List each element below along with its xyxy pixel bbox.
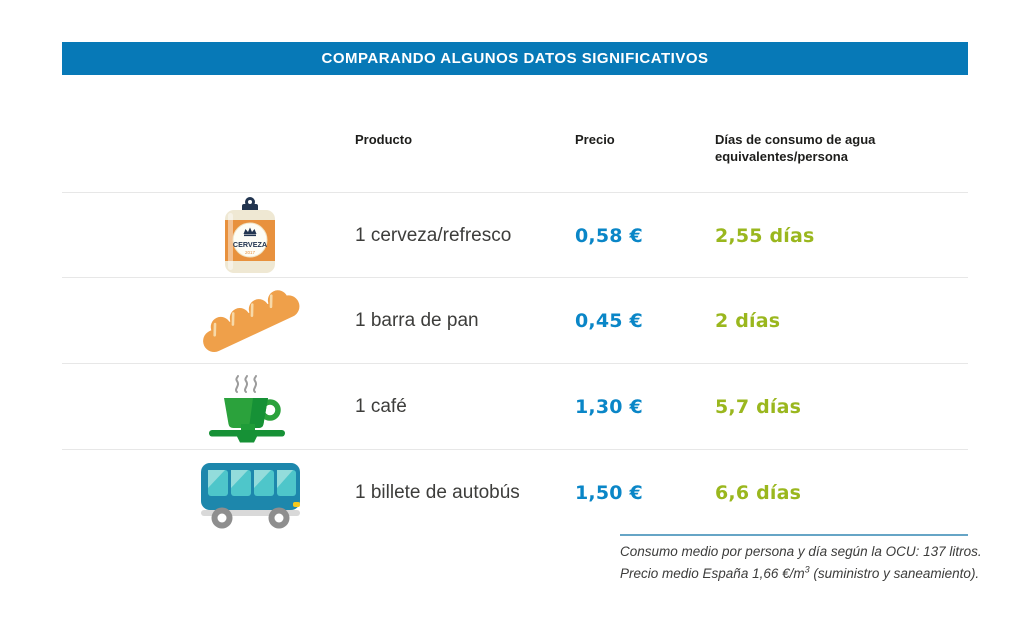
coffee-cup-icon xyxy=(209,375,285,443)
icon-cell xyxy=(188,364,312,450)
column-header-producto: Producto xyxy=(355,132,413,147)
footnote-line-1: Consumo medio por persona y día según la… xyxy=(620,544,982,559)
table-row: 1 billete de autobús 1,50 € 6,6 días xyxy=(62,449,968,535)
column-header-precio: Precio xyxy=(575,132,615,147)
svg-text:2017: 2017 xyxy=(245,250,256,255)
column-header-dias: Días de consumo de agua equivalentes/per… xyxy=(715,132,876,164)
price-value: 1,30 € xyxy=(575,396,643,418)
beer-can-icon: CERVEZA 2017 xyxy=(225,196,275,273)
product-name: 1 billete de autobús xyxy=(355,481,520,503)
product-name: 1 café xyxy=(355,396,407,417)
price-value: 0,45 € xyxy=(575,310,643,332)
table-row: 1 café 1,30 € 5,7 días xyxy=(62,363,968,450)
page-title: COMPARANDO ALGUNOS DATOS SIGNIFICATIVOS xyxy=(321,50,709,67)
bus-icon xyxy=(200,462,300,528)
days-value: 5,7 días xyxy=(715,396,802,418)
icon-cell xyxy=(188,278,312,364)
icon-cell xyxy=(188,450,312,535)
table-row: 1 barra de pan 0,45 € 2 días xyxy=(62,277,968,364)
title-bar: COMPARANDO ALGUNOS DATOS SIGNIFICATIVOS xyxy=(62,42,968,75)
footnote: Consumo medio por persona y día según la… xyxy=(620,541,990,585)
footnote-rule xyxy=(620,534,968,536)
days-value: 2,55 días xyxy=(715,224,815,247)
price-value: 1,50 € xyxy=(575,481,643,504)
product-name: 1 cerveza/refresco xyxy=(355,224,512,246)
svg-text:CERVEZA: CERVEZA xyxy=(233,240,267,249)
baguette-icon xyxy=(203,290,300,353)
days-value: 2 días xyxy=(715,310,781,332)
footnote-line-2: Precio medio España 1,66 €/m3 (suministr… xyxy=(620,564,980,581)
product-name: 1 barra de pan xyxy=(355,310,479,331)
icon-cell: CERVEZA 2017 xyxy=(188,193,312,278)
table-row: CERVEZA 2017 1 cerveza/refresco 0,58 € 2… xyxy=(62,192,968,278)
days-value: 6,6 días xyxy=(715,481,802,504)
price-value: 0,58 € xyxy=(575,224,643,247)
